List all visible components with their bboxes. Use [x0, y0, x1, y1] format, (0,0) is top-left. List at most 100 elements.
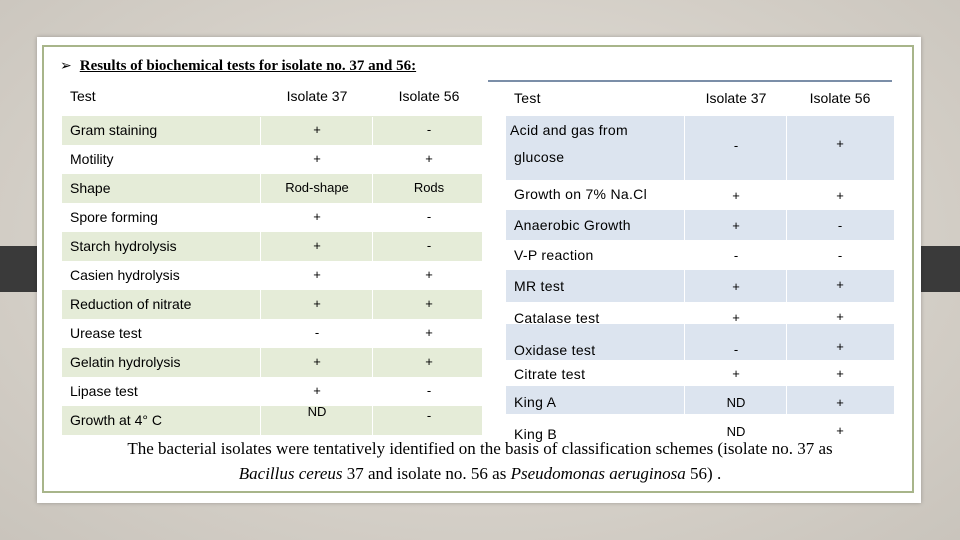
table-row: Shape Rod-shape Rods	[62, 174, 482, 203]
test-name-continued: glucose	[514, 149, 565, 165]
test-name: Shape	[70, 180, 111, 196]
table-row: Gelatin hydrolysis + +	[62, 348, 482, 377]
test-name: Urease test	[70, 325, 142, 341]
caption-text-3: 56) .	[685, 464, 722, 483]
test-name: King A	[514, 394, 557, 410]
test-name: King B	[514, 426, 558, 442]
test-name: Citrate test	[514, 366, 586, 382]
test-name: Reduction of nitrate	[70, 296, 192, 312]
slide-frame	[42, 45, 914, 493]
table-header-row: Test Isolate 37 Isolate 56	[506, 90, 894, 114]
isolate-37-value: +	[732, 366, 740, 381]
isolate-56-value: -	[426, 238, 432, 253]
arrow-bullet-icon: ➢	[60, 58, 72, 74]
test-name: Oxidase test	[514, 342, 596, 358]
table-row: Anaerobic Growth + -	[506, 210, 894, 240]
isolate-37-value: -	[733, 138, 739, 153]
isolate-37-value: +	[732, 188, 740, 203]
table-row: Citrate test + +	[506, 360, 894, 390]
isolate-56-value: -	[837, 248, 843, 263]
isolate-37-value: +	[313, 296, 321, 311]
isolate-37-value: +	[313, 383, 321, 398]
table-row: Gram staining + -	[62, 116, 482, 145]
test-name: Acid and gas from	[510, 122, 628, 138]
table-row: Acid and gas from glucose - +	[506, 116, 894, 180]
table-row: Lipase test + -	[62, 377, 482, 406]
isolate-56-value: +	[836, 277, 844, 292]
table-row: Motility + +	[62, 145, 482, 174]
isolate-56-value: +	[425, 296, 433, 311]
test-name: Gram staining	[70, 122, 158, 138]
test-name: Catalase test	[514, 310, 600, 326]
table-row: Oxidase test - +	[506, 324, 894, 360]
test-name: Growth on 7% Na.Cl	[514, 186, 648, 202]
isolate-56-value: -	[426, 383, 432, 398]
isolate-56-value: +	[836, 395, 844, 410]
table-row: MR test + +	[506, 270, 894, 302]
table-row: Starch hydrolysis + -	[62, 232, 482, 261]
table-row: King A ND +	[506, 386, 894, 414]
column-divider	[684, 116, 685, 414]
header-isolate-56: Isolate 56	[398, 88, 460, 104]
isolate-37-value: -	[733, 342, 739, 357]
column-divider	[372, 117, 373, 435]
isolate-56-value: -	[837, 218, 843, 233]
isolate-37-value: ND	[726, 424, 746, 439]
isolate-56-value: Rods	[413, 180, 445, 195]
test-name: Gelatin hydrolysis	[70, 354, 181, 370]
header-test: Test	[70, 88, 96, 104]
isolate-37-value: +	[732, 310, 740, 325]
left-edge-tab	[0, 246, 40, 292]
heading-rule	[488, 80, 892, 82]
isolate-37-value: +	[313, 267, 321, 282]
isolate-56-value: +	[836, 188, 844, 203]
isolate-56-value: +	[836, 366, 844, 381]
isolate-37-value: ND	[726, 395, 746, 410]
isolate-37-value: -	[733, 248, 739, 263]
table-row: Growth at 4° C ND -	[62, 404, 482, 435]
isolate-37-value: +	[313, 354, 321, 369]
slide-heading: ➢ Results of biochemical tests for isolat…	[60, 58, 416, 75]
test-name: Anaerobic Growth	[514, 217, 631, 233]
isolate-37-value: +	[732, 279, 740, 294]
test-name: Spore forming	[70, 209, 158, 225]
isolate-56-value: -	[426, 408, 432, 423]
isolate-56-value: +	[836, 423, 844, 438]
isolate-56-value: +	[836, 339, 844, 354]
header-isolate-37: Isolate 37	[705, 90, 767, 106]
test-name: Starch hydrolysis	[70, 238, 177, 254]
isolate-37-value: Rod-shape	[285, 180, 349, 195]
test-name: Growth at 4° C	[70, 412, 162, 428]
test-name: Casien hydrolysis	[70, 267, 180, 283]
isolate-56-value: +	[425, 354, 433, 369]
table-row: King B ND +	[506, 414, 894, 442]
caption-species-1: Bacillus cereus	[238, 464, 343, 483]
isolate-37-value: ND	[307, 404, 327, 419]
header-isolate-56: Isolate 56	[809, 90, 871, 106]
right-edge-tab	[920, 246, 960, 292]
table-row: Urease test - +	[62, 319, 482, 348]
isolate-56-value: -	[426, 209, 432, 224]
column-divider	[260, 117, 261, 435]
column-divider	[786, 116, 787, 414]
table-row: Spore forming + -	[62, 203, 482, 232]
test-name: MR test	[514, 278, 565, 294]
isolate-56-value: -	[426, 122, 432, 137]
caption: The bacterial isolates were tentatively …	[52, 436, 908, 486]
isolate-37-value: +	[313, 238, 321, 253]
caption-text-2: 37 and isolate no. 56 as	[342, 464, 511, 483]
caption-text-1: The bacterial isolates were tentatively …	[127, 439, 833, 458]
header-isolate-37: Isolate 37	[286, 88, 348, 104]
isolate-56-value: +	[425, 151, 433, 166]
heading-text: Results of biochemical tests for isolate…	[79, 58, 417, 74]
isolate-37-value: +	[313, 122, 321, 137]
isolate-37-value: +	[313, 151, 321, 166]
table-row: V-P reaction - -	[506, 240, 894, 270]
test-name: V-P reaction	[514, 247, 594, 263]
isolate-37-value: +	[732, 218, 740, 233]
isolate-37-value: -	[314, 325, 320, 340]
test-name: Lipase test	[70, 383, 138, 399]
isolate-37-value: +	[313, 209, 321, 224]
test-name: Motility	[70, 151, 114, 167]
table-header-row: Test Isolate 37 Isolate 56	[62, 88, 482, 117]
